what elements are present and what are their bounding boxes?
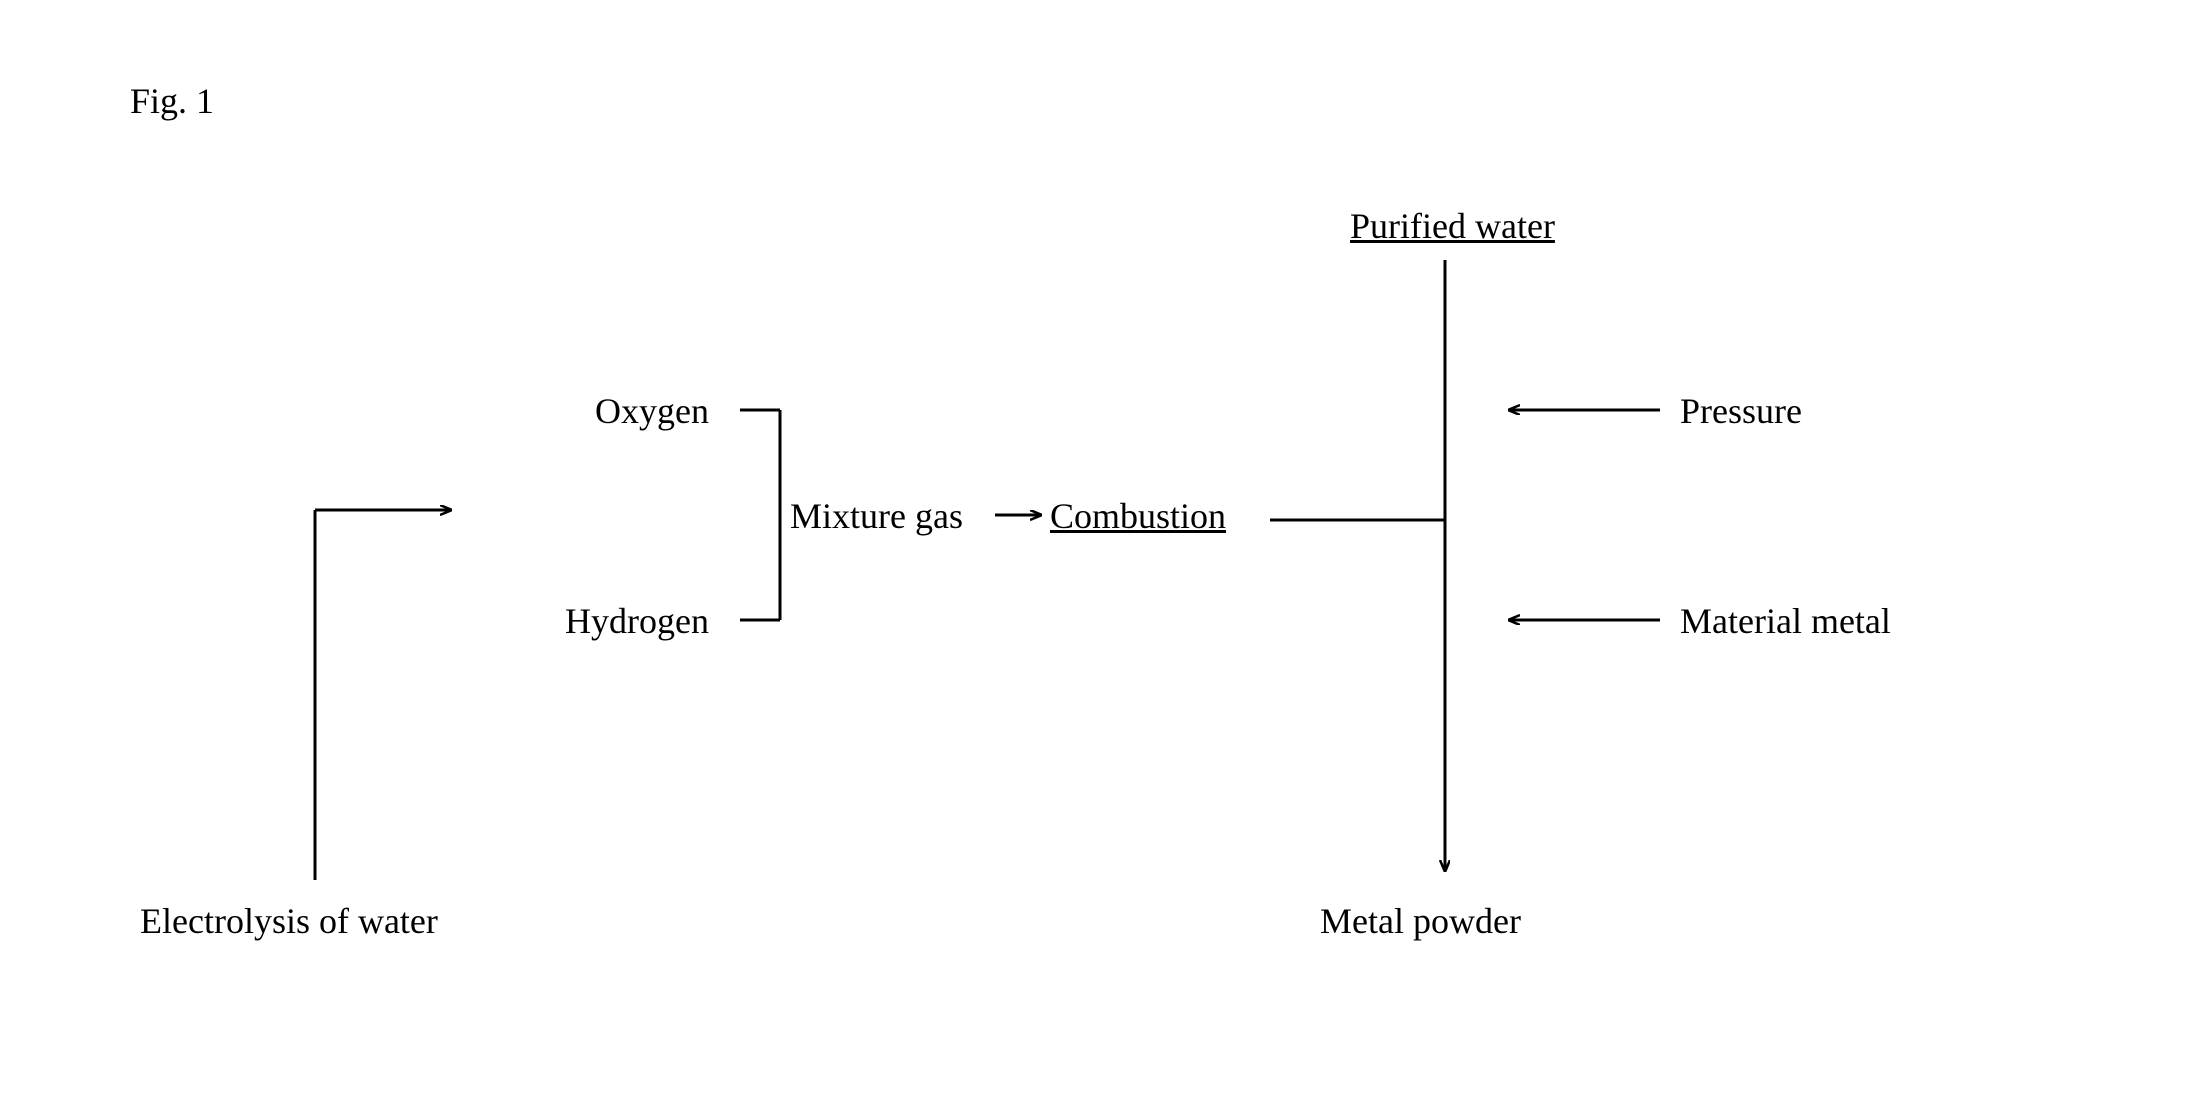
diagram-lines: [0, 0, 2187, 1104]
